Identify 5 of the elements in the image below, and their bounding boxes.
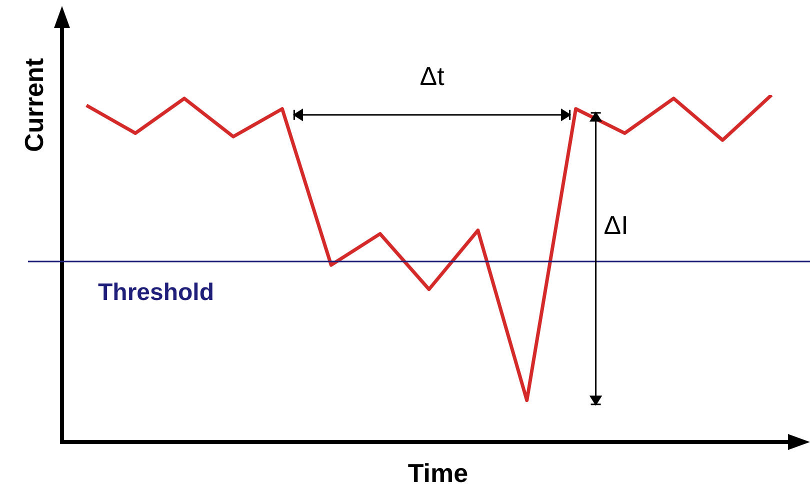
text: Δt [420, 60, 446, 91]
x-axis-title: Time [408, 458, 468, 486]
annotation: ΔI [604, 210, 628, 240]
ref-line-label: Threshold [98, 279, 214, 306]
y-axis-title: Current [19, 58, 50, 152]
